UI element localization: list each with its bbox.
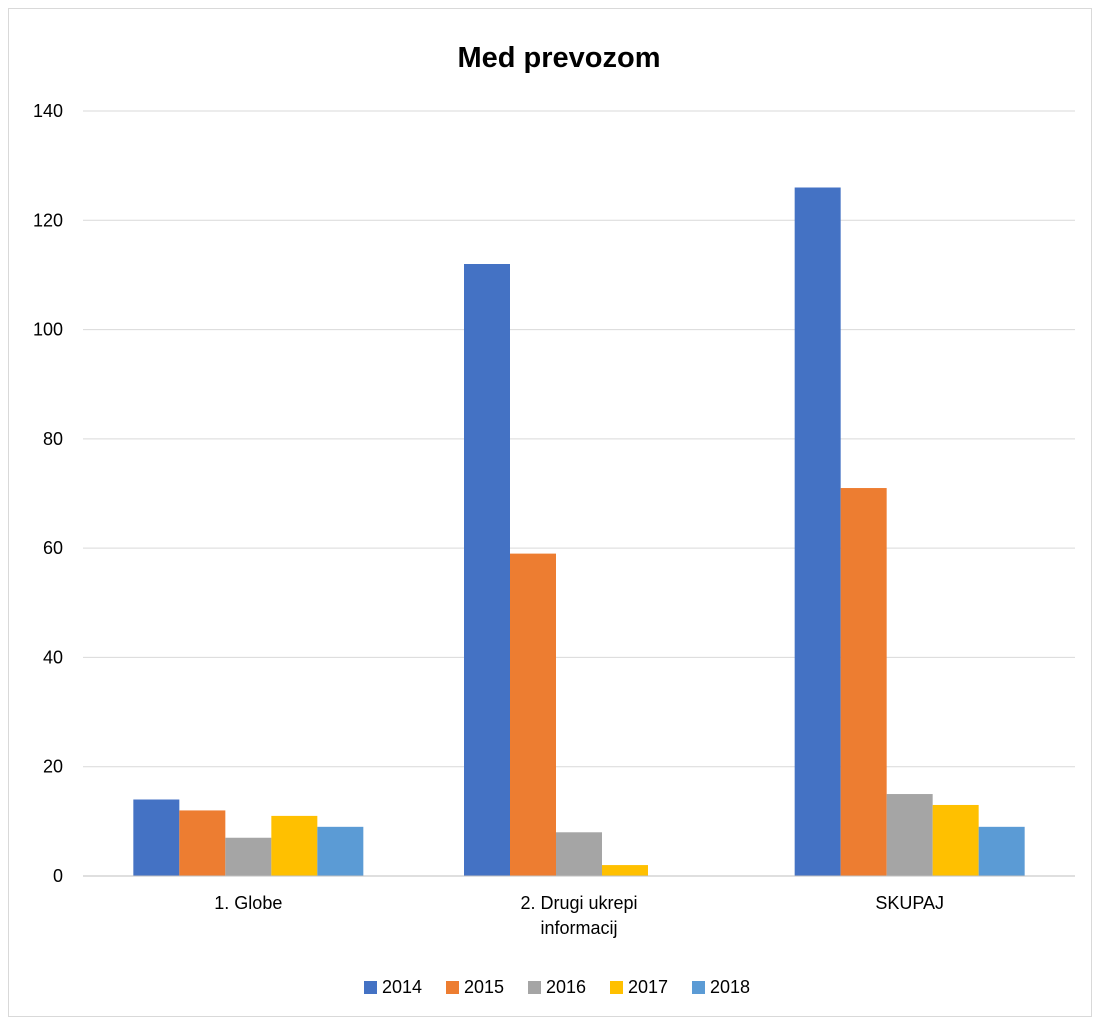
bar-2015-1 [179, 810, 226, 876]
legend: 2014 2015 2016 2017 2018 [364, 977, 750, 997]
bar-2014-1 [133, 799, 180, 876]
y-tick-label: 20 [43, 757, 63, 777]
bar-2016-2 [556, 832, 602, 876]
x-category-label: 1. Globe [214, 893, 282, 913]
y-tick-label: 100 [33, 320, 63, 340]
gridlines [83, 110, 1075, 768]
bar-2016-3 [886, 794, 933, 876]
y-axis-tick-labels: 0 20 40 60 80 100 120 140 [33, 101, 63, 886]
legend-swatch-2017 [610, 981, 623, 994]
bars [133, 187, 1025, 876]
bar-2017-3 [932, 804, 979, 876]
legend-swatch-2018 [692, 981, 705, 994]
bar-2017-2 [602, 865, 648, 876]
chart-title: Med prevozom [457, 42, 660, 74]
x-category-label: informacij [540, 918, 617, 938]
y-tick-label: 140 [33, 101, 63, 121]
legend-label-2014: 2014 [382, 977, 422, 997]
legend-label-2016: 2016 [546, 977, 586, 997]
legend-swatch-2014 [364, 981, 377, 994]
legend-label-2015: 2015 [464, 977, 504, 997]
bar-2015-3 [840, 488, 887, 876]
x-category-label: SKUPAJ [875, 893, 944, 913]
legend-label-2018: 2018 [710, 977, 750, 997]
legend-swatch-2016 [528, 981, 541, 994]
x-category-label: 2. Drugi ukrepi [520, 893, 637, 913]
y-tick-label: 80 [43, 429, 63, 449]
x-axis-category-labels: 1. Globe 2. Drugi ukrepi informacij SKUPAJ [214, 893, 944, 938]
bar-2018-3 [978, 826, 1025, 876]
bar-2016-1 [225, 837, 272, 876]
legend-swatch-2015 [446, 981, 459, 994]
bar-2014-2 [464, 264, 510, 876]
bar-2015-2 [510, 553, 556, 876]
y-tick-label: 0 [53, 866, 63, 886]
legend-label-2017: 2017 [628, 977, 668, 997]
bar-2018-1 [317, 826, 364, 876]
bar-2017-1 [271, 815, 318, 876]
y-tick-label: 40 [43, 647, 63, 667]
bar-2014-3 [794, 187, 841, 876]
y-tick-label: 60 [43, 538, 63, 558]
y-tick-label: 120 [33, 210, 63, 230]
